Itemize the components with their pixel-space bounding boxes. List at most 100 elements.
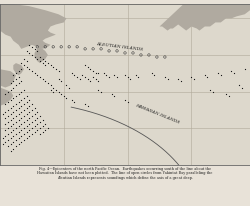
Point xyxy=(27,110,31,114)
Point xyxy=(24,49,28,53)
Point xyxy=(19,129,23,132)
Point xyxy=(24,59,28,63)
Point xyxy=(24,94,28,97)
Point xyxy=(24,137,28,140)
Point xyxy=(104,74,108,77)
Point xyxy=(22,121,26,124)
Point xyxy=(43,80,47,83)
Point xyxy=(22,114,26,118)
Point xyxy=(219,74,223,77)
Point xyxy=(91,76,95,79)
Point xyxy=(227,94,231,97)
Point xyxy=(16,92,20,95)
Point xyxy=(14,126,18,130)
Point xyxy=(27,68,31,71)
Point xyxy=(16,124,20,128)
Point xyxy=(88,80,92,83)
Point xyxy=(11,110,15,114)
Point xyxy=(11,141,15,144)
Point xyxy=(14,84,18,87)
Point xyxy=(14,94,18,97)
Point xyxy=(75,45,79,48)
Point xyxy=(11,147,15,150)
Point xyxy=(94,72,98,75)
Point xyxy=(6,90,10,93)
Point xyxy=(35,57,39,61)
Point xyxy=(206,76,210,79)
Point xyxy=(6,126,10,130)
Point xyxy=(11,86,15,89)
Point xyxy=(9,131,13,134)
Polygon shape xyxy=(0,69,16,88)
Point xyxy=(166,78,170,81)
Point xyxy=(46,82,50,85)
Point xyxy=(11,96,15,99)
Point xyxy=(19,61,23,65)
Point xyxy=(150,72,154,75)
Point xyxy=(30,70,34,73)
Point xyxy=(40,124,44,128)
Polygon shape xyxy=(0,4,66,49)
Point xyxy=(24,118,28,122)
Point xyxy=(115,76,119,79)
Point xyxy=(16,76,20,79)
Point xyxy=(152,74,156,77)
Point xyxy=(16,100,20,103)
Point xyxy=(107,76,111,79)
Polygon shape xyxy=(34,47,48,63)
Point xyxy=(24,66,28,69)
Point xyxy=(38,121,42,124)
Point xyxy=(112,74,116,77)
Point xyxy=(35,45,39,48)
Point xyxy=(38,114,42,118)
Point xyxy=(32,131,36,134)
Point xyxy=(3,135,7,138)
Point xyxy=(38,133,42,136)
Point xyxy=(56,70,60,73)
Point xyxy=(35,116,39,120)
Point xyxy=(91,47,95,50)
Point xyxy=(30,53,34,57)
Point xyxy=(22,139,26,142)
Point xyxy=(19,141,23,144)
Point xyxy=(123,74,127,77)
Point xyxy=(6,145,10,148)
Point xyxy=(9,82,13,85)
Point xyxy=(30,45,34,48)
Point xyxy=(67,45,71,48)
Point xyxy=(19,135,23,138)
Point xyxy=(38,76,42,79)
Point xyxy=(32,55,36,59)
Point xyxy=(22,96,26,99)
Point xyxy=(232,72,236,75)
Point xyxy=(27,98,31,101)
Point xyxy=(86,78,90,81)
Point xyxy=(3,116,7,120)
Point xyxy=(11,129,15,132)
Point xyxy=(24,106,28,110)
Point xyxy=(14,114,18,118)
Point xyxy=(56,90,60,93)
Point xyxy=(3,141,7,144)
Point xyxy=(88,68,92,71)
Point xyxy=(131,51,135,55)
Point xyxy=(40,131,44,134)
Point xyxy=(9,143,13,146)
Point xyxy=(32,124,36,128)
Point xyxy=(128,78,132,81)
Point xyxy=(30,102,34,105)
Point xyxy=(237,84,241,87)
Point xyxy=(86,66,90,69)
Point xyxy=(11,116,15,120)
Point xyxy=(16,82,20,85)
Point xyxy=(54,88,58,91)
Point xyxy=(56,78,60,81)
Point xyxy=(22,63,26,67)
Point xyxy=(14,133,18,136)
Point xyxy=(19,110,23,114)
Point xyxy=(59,45,63,48)
Point xyxy=(27,116,31,120)
Point xyxy=(75,76,79,79)
Point xyxy=(86,104,90,108)
Point xyxy=(126,100,130,103)
